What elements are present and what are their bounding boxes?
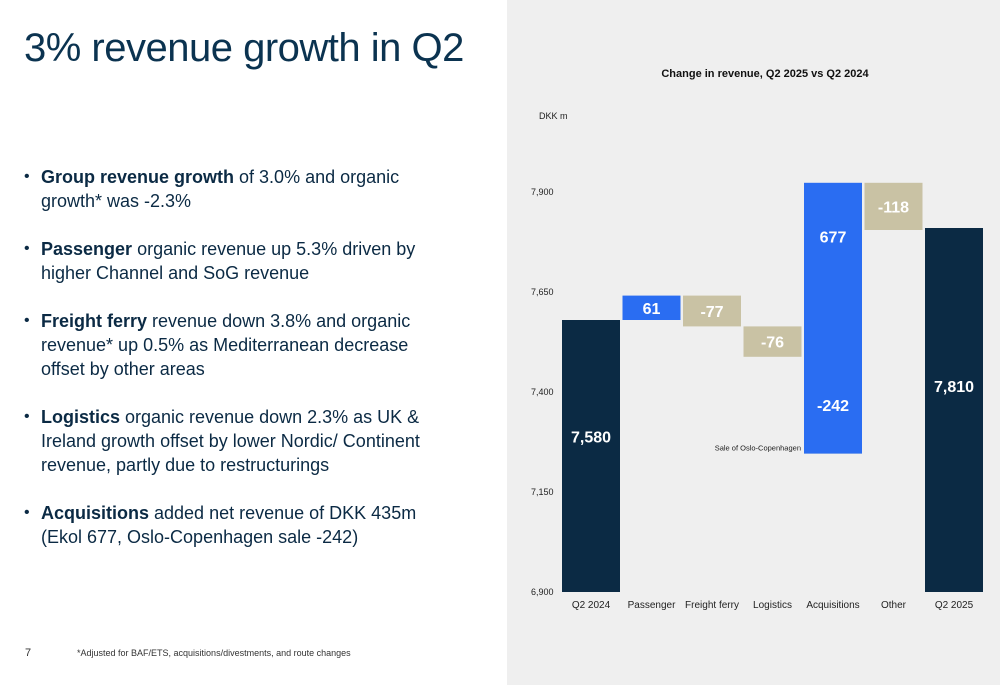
bullet-bold-text: Acquisitions: [41, 503, 150, 523]
bullet-bold-text: Group revenue growth: [41, 167, 235, 187]
bullet-text: added net revenue of DKK 435m (Ekol 677,…: [41, 503, 417, 547]
x-category-label: Acquisitions: [806, 600, 859, 611]
bar-acquisitions-increase: [804, 182, 862, 454]
bar-q2-2025-total: [925, 228, 983, 592]
bullet-logistics: Logistics organic revenue down 2.3% as U…: [24, 405, 424, 477]
bullet-freight-ferry: Freight ferry revenue down 3.8% and orga…: [24, 309, 424, 381]
y-tick-label: 7,650: [531, 287, 554, 297]
bar-annotation: Sale of Oslo-Copenhagen: [715, 444, 801, 453]
unit-label: DKK m: [539, 111, 568, 121]
y-axis-ticks: 6,900 7,150 7,400 7,650 7,900: [531, 187, 554, 597]
bullet-bold-text: Freight ferry: [41, 311, 148, 331]
x-category-label: Logistics: [753, 600, 792, 611]
y-tick-label: 7,900: [531, 187, 554, 197]
data-labels: 7,580 61 -77 -76 -242 677 -118 7,810: [571, 199, 974, 446]
bullet-bold-text: Passenger: [41, 239, 133, 259]
bullet-passenger: Passenger organic revenue up 5.3% driven…: [24, 237, 424, 285]
data-label: 7,810: [934, 379, 974, 396]
y-tick-label: 7,150: [531, 487, 554, 497]
annotations: Sale of Oslo-Copenhagen: [715, 444, 801, 453]
x-category-label: Passenger: [628, 600, 676, 611]
bar-passenger-increase: [622, 295, 681, 320]
x-category-label: Freight ferry: [685, 600, 739, 611]
bar-other-decrease: [864, 182, 923, 230]
footnote: *Adjusted for BAF/ETS, acquisitions/dive…: [77, 648, 351, 658]
data-label: -242: [817, 398, 849, 415]
x-category-label: Q2 2025: [935, 600, 974, 611]
y-tick-label: 7,400: [531, 387, 554, 397]
bullet-text: revenue down 3.8% and organic revenue* u…: [41, 311, 411, 379]
data-label: 61: [643, 301, 661, 318]
bullet-text: organic revenue down 2.3% as UK & Irelan…: [41, 407, 420, 475]
data-label: -76: [761, 335, 784, 352]
bullet-group-revenue: Group revenue growth of 3.0% and organic…: [24, 165, 424, 213]
bars: [562, 182, 983, 592]
bullet-text: organic revenue up 5.3% driven by higher…: [41, 239, 416, 283]
data-label: -118: [878, 199, 909, 216]
bullet-text: of 3.0% and organic growth* was -2.3%: [41, 167, 400, 211]
bar-q2-2024-total: [562, 320, 620, 592]
bullet-acquisitions: Acquisitions added net revenue of DKK 43…: [24, 501, 424, 549]
x-category-label: Q2 2024: [572, 600, 611, 611]
y-tick-label: 6,900: [531, 587, 554, 597]
bullet-list: Group revenue growth of 3.0% and organic…: [24, 165, 424, 573]
bullet-bold-text: Logistics: [41, 407, 121, 427]
data-label: 7,580: [571, 429, 611, 446]
waterfall-chart: Change in revenue, Q2 2025 vs Q2 2024 DK…: [531, 68, 983, 611]
bar-logistics-decrease: [743, 326, 802, 357]
data-label: -77: [700, 304, 723, 321]
x-axis-labels: Q2 2024 Passenger Freight ferry Logistics Ac…: [572, 600, 974, 611]
bar-freight-ferry-decrease: [683, 295, 741, 327]
data-label: 677: [820, 229, 847, 246]
chart-title: Change in revenue, Q2 2025 vs Q2 2024: [661, 68, 869, 80]
page-number: 7: [25, 647, 32, 659]
slide-title: 3% revenue growth in Q2: [24, 26, 464, 70]
x-category-label: Other: [881, 600, 907, 611]
